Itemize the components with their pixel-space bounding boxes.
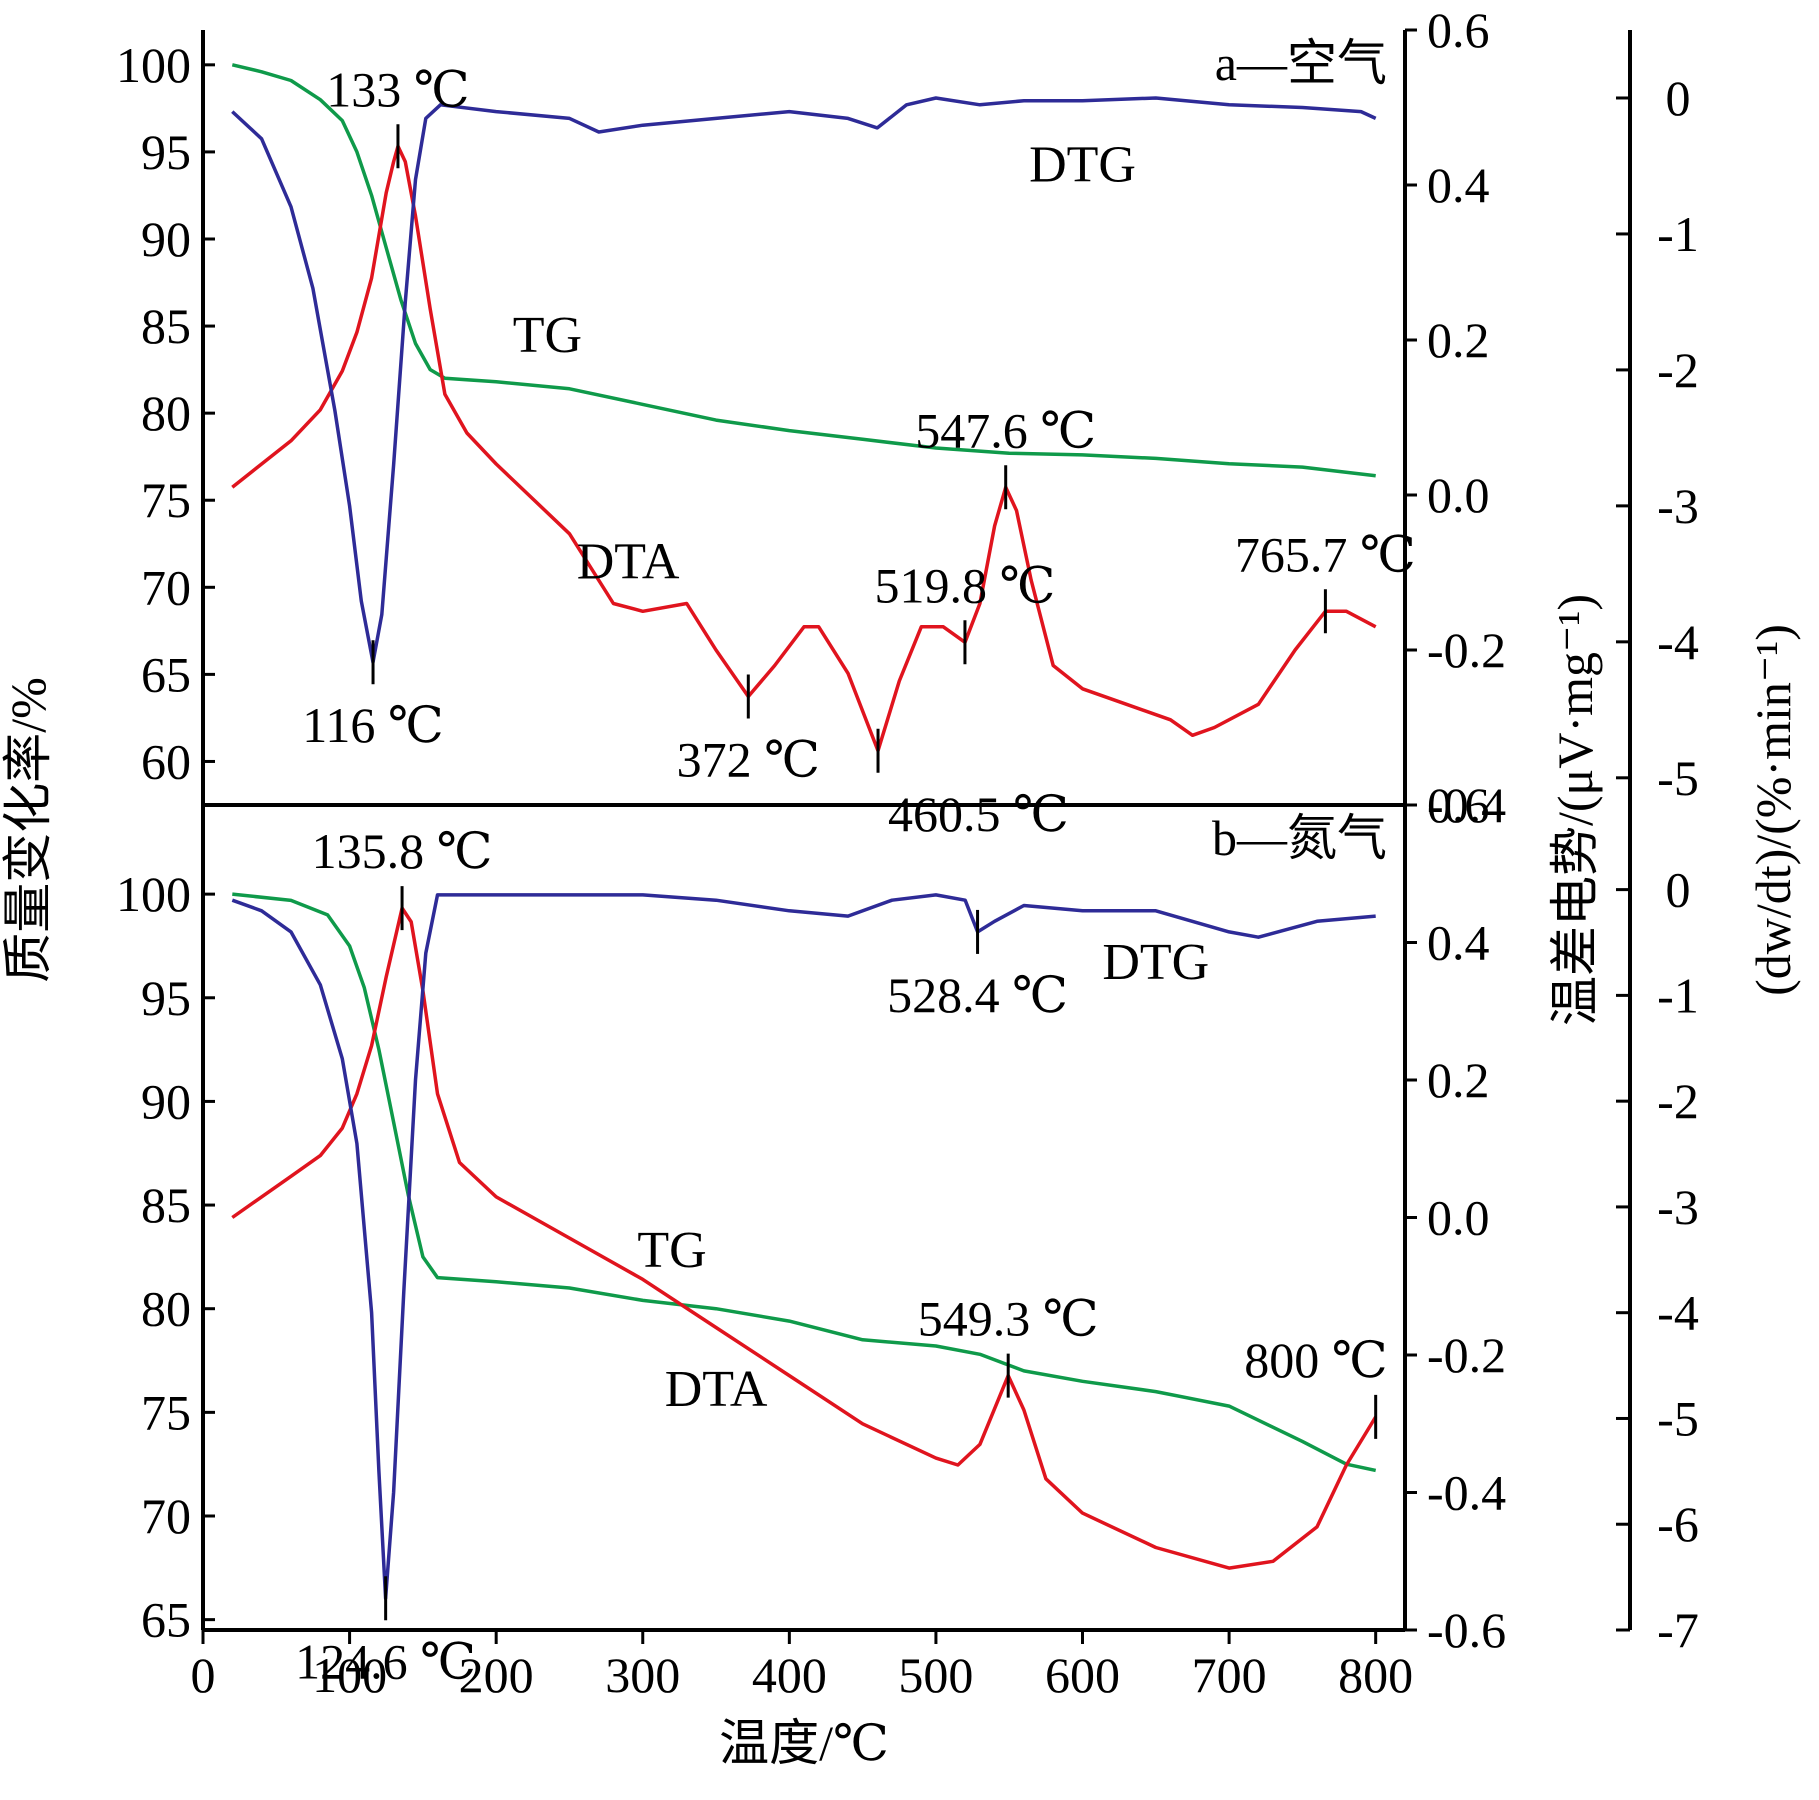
middle-tick-label: 0.4 [1427,915,1490,971]
right-tick-label: -3 [1657,1179,1699,1235]
peak-annotation: 135.8 ℃ [312,823,493,879]
left-tick-label: 65 [141,646,191,702]
panel-title-b: b—氮气 [1212,810,1387,866]
x-tick-label: 100 [312,1647,387,1703]
left-tick-label: 95 [141,970,191,1026]
series-label: DTA [577,534,680,591]
middle-tick-label: 0.6 [1427,777,1490,833]
left-tick-label: 90 [141,1073,191,1129]
left-tick-label: 65 [141,1592,191,1648]
x-tick-label: 700 [1192,1647,1267,1703]
peak-annotation: 372 ℃ [677,732,820,788]
left-tick-label: 90 [141,211,191,267]
middle-tick-label: 0.4 [1427,157,1490,213]
left-tick-label: 70 [141,1488,191,1544]
series-line-dtg-b [231,893,1376,1601]
middle-tick-label: 0.6 [1427,2,1490,58]
right-tick-label: -5 [1657,750,1699,806]
left-tick-label: 75 [141,1384,191,1440]
right-tick-label: -4 [1657,614,1699,670]
peak-annotation: 800 ℃ [1244,1332,1387,1388]
series-label: DTA [665,1361,768,1418]
x-axis-title: 温度/℃ [719,1715,889,1771]
middle-tick-label: -0.4 [1427,777,1506,833]
series-line-dta-a [231,144,1377,753]
left-tick-label: 95 [141,124,191,180]
series-line-tg-a [231,63,1376,478]
series-line-dtg-a [231,96,1377,664]
peak-annotation: 519.8 ℃ [874,557,1055,613]
series-label: DTG [1102,934,1209,991]
middle-tick-label: -0.2 [1427,1327,1506,1383]
right-tick-label: 0 [1666,70,1691,126]
right-tick-label: 0 [1666,862,1691,918]
x-tick-label: 200 [459,1647,534,1703]
left-axis-title: 质量变化率/% [0,677,56,983]
panel-title-a: a—空气 [1215,35,1387,91]
middle-tick-label: 0.2 [1427,1052,1490,1108]
peak-annotation: 116 ℃ [302,697,444,753]
series-line-tg-b [232,892,1377,1473]
series-line-dta-b [231,906,1378,1570]
series-label: DTG [1029,137,1136,194]
left-tick-label: 85 [141,298,191,354]
middle-tick-label: -0.4 [1427,1465,1506,1521]
left-tick-label: 80 [141,1281,191,1337]
right-tick-label: -2 [1657,1073,1699,1129]
peak-annotation: 547.6 ℃ [915,402,1096,458]
middle-tick-label: 0.0 [1427,467,1490,523]
series-label: TG [513,307,582,364]
x-tick-label: 800 [1338,1647,1413,1703]
left-tick-label: 75 [141,472,191,528]
x-tick-label: 400 [752,1647,827,1703]
x-tick-label: 0 [191,1647,216,1703]
middle-tick-label: 0.0 [1427,1190,1490,1246]
left-tick-label: 85 [141,1177,191,1233]
right-tick-label: -5 [1657,1390,1699,1446]
peak-annotation: 460.5 ℃ [888,786,1069,842]
right-tick-label: -7 [1657,1602,1699,1658]
right-tick-label: -2 [1657,342,1699,398]
middle-tick-label: -0.2 [1427,622,1506,678]
left-tick-label: 100 [116,866,191,922]
left-tick-label: 100 [116,37,191,93]
middle-tick-label: 0.2 [1427,312,1490,368]
right-tick-label: -6 [1657,1496,1699,1552]
series-label: TG [637,1222,706,1279]
right-tick-label: -1 [1657,967,1699,1023]
left-tick-label: 60 [141,733,191,789]
peak-annotation: 133 ℃ [326,61,469,117]
right-axis-title: (dw/dt)/(%·min⁻¹) [1745,624,1801,996]
right-tick-label: -1 [1657,206,1699,262]
middle-axis-title: 温差电势/(μV·mg⁻¹) [1547,594,1603,1026]
x-tick-label: 300 [605,1647,680,1703]
left-tick-label: 80 [141,385,191,441]
peak-annotation: 549.3 ℃ [918,1291,1099,1347]
x-tick-label: 600 [1045,1647,1120,1703]
peak-annotation: 528.4 ℃ [887,967,1068,1023]
peak-annotation: 765.7 ℃ [1235,526,1416,582]
left-tick-label: 70 [141,559,191,615]
right-tick-label: -4 [1657,1285,1699,1341]
x-tick-label: 500 [898,1647,973,1703]
peak-annotation: 124.6 ℃ [295,1633,476,1689]
middle-tick-label: -0.6 [1427,1602,1506,1658]
right-tick-label: -3 [1657,478,1699,534]
